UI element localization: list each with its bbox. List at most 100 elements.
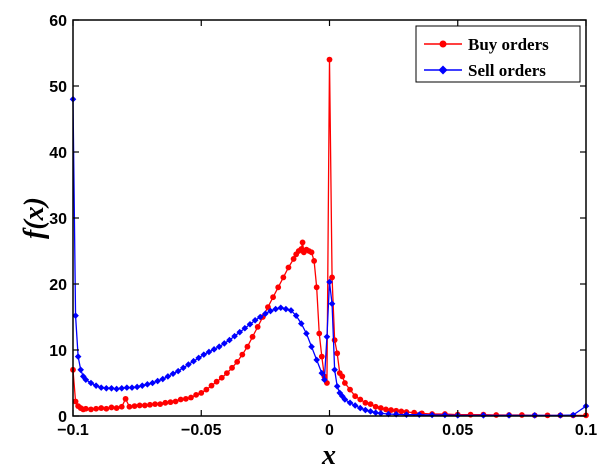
data-point bbox=[152, 401, 158, 408]
data-point bbox=[221, 340, 228, 347]
data-point bbox=[270, 294, 276, 301]
data-point bbox=[128, 384, 136, 391]
legend-sell-label: Sell orders bbox=[468, 61, 546, 80]
data-point bbox=[326, 278, 333, 286]
data-point bbox=[208, 382, 215, 389]
data-point bbox=[275, 284, 282, 291]
data-point bbox=[292, 312, 300, 319]
data-point bbox=[162, 399, 169, 406]
series-layer bbox=[69, 56, 590, 419]
data-point bbox=[108, 384, 115, 392]
data-point bbox=[299, 239, 306, 246]
data-point bbox=[267, 307, 274, 315]
data-point bbox=[236, 328, 244, 336]
ticks-layer: −0.1 −0.05 0 0.05 0.1 0 10 20 30 40 50 60 bbox=[49, 13, 597, 439]
data-point bbox=[126, 403, 133, 410]
data-point bbox=[136, 402, 143, 409]
data-point bbox=[131, 403, 138, 409]
data-point bbox=[282, 305, 290, 313]
data-point bbox=[144, 381, 151, 388]
data-point bbox=[200, 351, 208, 358]
data-point bbox=[331, 337, 338, 343]
data-point bbox=[362, 399, 369, 406]
data-point bbox=[331, 366, 338, 374]
x-tick-label: −0.05 bbox=[181, 422, 222, 439]
data-point bbox=[341, 380, 348, 386]
data-point bbox=[154, 377, 161, 385]
y-tick-label: 10 bbox=[49, 343, 67, 360]
y-tick-label: 40 bbox=[49, 145, 67, 162]
data-point bbox=[133, 383, 141, 391]
data-point bbox=[347, 386, 353, 393]
data-point bbox=[356, 404, 364, 412]
data-point bbox=[113, 405, 120, 411]
data-point bbox=[177, 396, 184, 403]
series-sell-orders bbox=[69, 95, 590, 419]
data-point bbox=[97, 384, 105, 391]
data-point bbox=[251, 317, 259, 324]
data-point bbox=[141, 402, 148, 409]
data-point bbox=[311, 258, 318, 264]
data-point bbox=[285, 264, 292, 271]
data-point bbox=[147, 401, 153, 408]
data-point bbox=[393, 407, 400, 414]
data-point bbox=[265, 304, 271, 310]
y-axis-title: f(x) bbox=[19, 197, 50, 239]
data-point bbox=[82, 376, 90, 383]
data-point bbox=[157, 401, 164, 408]
data-point bbox=[308, 249, 315, 256]
data-point bbox=[326, 56, 333, 63]
data-point bbox=[188, 394, 194, 401]
data-point bbox=[138, 382, 146, 389]
data-point bbox=[313, 356, 320, 364]
data-point bbox=[231, 332, 238, 340]
data-point bbox=[336, 389, 344, 397]
data-point bbox=[234, 358, 241, 365]
data-point bbox=[92, 382, 100, 389]
data-point bbox=[352, 393, 359, 400]
y-tick-label: 60 bbox=[49, 13, 67, 30]
data-point bbox=[198, 390, 205, 396]
data-point bbox=[172, 398, 179, 405]
x-tick-label: 0 bbox=[325, 422, 334, 439]
data-point bbox=[334, 350, 341, 357]
data-point bbox=[280, 274, 287, 281]
y-tick-label: 20 bbox=[49, 277, 67, 294]
data-point bbox=[321, 376, 328, 383]
data-point bbox=[346, 399, 354, 407]
data-point bbox=[179, 364, 187, 372]
data-point bbox=[351, 402, 359, 409]
series-line bbox=[72, 59, 586, 416]
x-tick-label: −0.1 bbox=[57, 422, 89, 439]
x-tick-label: 0.05 bbox=[442, 422, 473, 439]
data-point bbox=[193, 391, 200, 398]
data-point bbox=[323, 333, 331, 341]
data-point bbox=[218, 374, 225, 381]
data-point bbox=[385, 410, 392, 418]
data-point bbox=[239, 351, 246, 358]
data-point bbox=[367, 401, 374, 408]
data-point bbox=[79, 373, 87, 380]
y-tick-label: 0 bbox=[58, 409, 67, 426]
data-point bbox=[316, 330, 323, 337]
data-point bbox=[272, 305, 279, 313]
data-point bbox=[103, 384, 110, 392]
data-point bbox=[103, 405, 110, 412]
data-point bbox=[403, 411, 410, 418]
data-point bbox=[82, 405, 89, 412]
data-point bbox=[383, 406, 389, 413]
data-point bbox=[244, 343, 251, 350]
data-point bbox=[72, 398, 79, 405]
data-point bbox=[224, 370, 230, 376]
data-point bbox=[118, 384, 126, 392]
data-point bbox=[297, 320, 305, 327]
data-point bbox=[318, 369, 326, 377]
data-point bbox=[372, 409, 379, 416]
data-point bbox=[164, 373, 172, 380]
series-buy-orders bbox=[70, 56, 589, 419]
data-point bbox=[362, 406, 369, 414]
data-point bbox=[159, 375, 167, 383]
data-point bbox=[377, 405, 384, 411]
data-point bbox=[174, 367, 182, 375]
data-point bbox=[213, 378, 220, 385]
